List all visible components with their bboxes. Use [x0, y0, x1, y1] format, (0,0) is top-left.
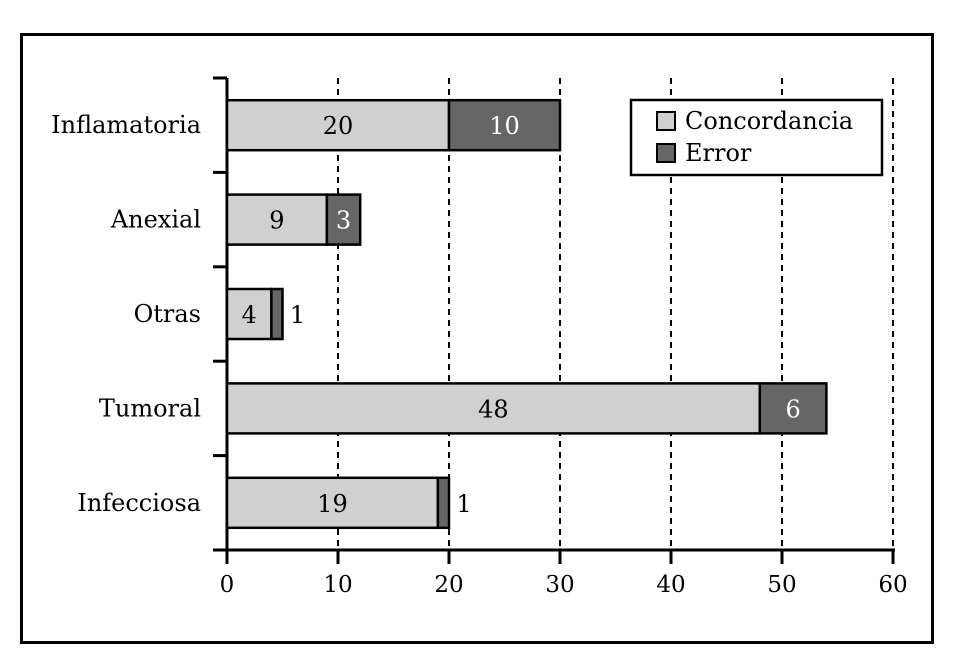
x-tick-label-0: 0 — [220, 572, 235, 598]
bar-concordancia-infecciosa — [225, 476, 440, 530]
x-tick-label-50: 50 — [767, 572, 796, 598]
bar-concordancia-inflamatoria — [225, 98, 451, 152]
bar-concordancia-otras — [225, 287, 273, 341]
bar-error-otras — [270, 287, 284, 341]
legend-swatch-concordancia — [656, 111, 676, 131]
x-tick-label-40: 40 — [656, 572, 685, 598]
x-tick-label-20: 20 — [434, 572, 463, 598]
bar-error-tumoral — [758, 382, 828, 435]
data-label-concordancia-anexial: 9 — [269, 207, 284, 235]
data-label-concordancia-infecciosa: 19 — [317, 490, 348, 518]
category-label-anexial: Anexial — [110, 206, 201, 234]
category-label-infecciosa: Infecciosa — [77, 489, 201, 517]
legend-label-concordancia: Concordancia — [685, 107, 853, 135]
data-label-concordancia-tumoral: 48 — [478, 395, 509, 423]
x-tick-label-30: 30 — [545, 572, 574, 598]
bar-error-infecciosa — [436, 476, 451, 530]
data-label-concordancia-otras: 4 — [242, 301, 257, 329]
data-label-error-anexial: 3 — [336, 207, 351, 235]
legend-swatch-error — [656, 143, 676, 163]
category-label-otras: Otras — [134, 300, 201, 328]
data-label-concordancia-inflamatoria: 20 — [323, 112, 354, 140]
x-tick-label-60: 60 — [878, 572, 907, 598]
data-label-error-tumoral: 6 — [785, 395, 800, 423]
legend-label-error: Error — [685, 139, 752, 167]
bar-concordancia-tumoral — [225, 382, 762, 435]
data-label-error-infecciosa: 1 — [456, 490, 471, 518]
data-label-error-inflamatoria: 10 — [489, 112, 520, 140]
x-tick-label-10: 10 — [323, 572, 352, 598]
bar-concordancia-anexial — [225, 193, 329, 246]
bar-error-inflamatoria — [447, 98, 562, 152]
bar-error-anexial — [325, 193, 362, 246]
category-label-inflamatoria: Inflamatoria — [51, 111, 201, 139]
data-label-error-otras: 1 — [290, 301, 305, 329]
category-label-tumoral: Tumoral — [99, 394, 201, 422]
